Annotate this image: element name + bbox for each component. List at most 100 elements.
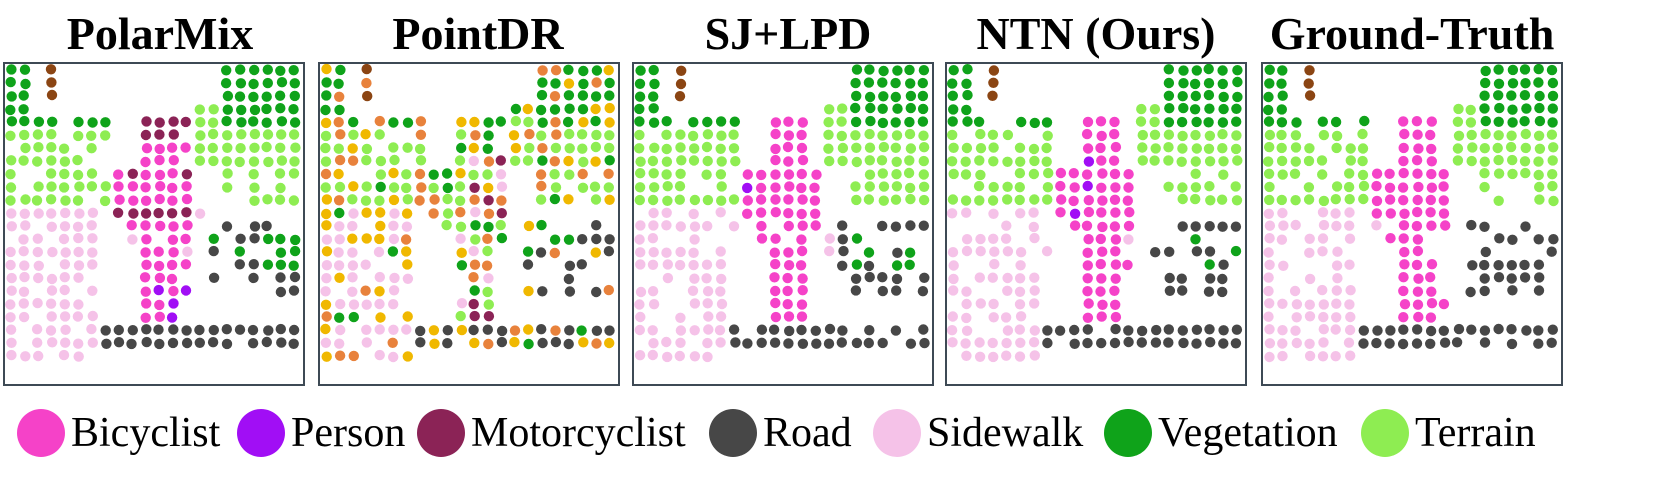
road-point: [1191, 338, 1202, 349]
fence-point: [550, 65, 562, 76]
terrain-point: [1479, 156, 1490, 167]
terrain-point: [1345, 143, 1356, 154]
road-point: [207, 337, 219, 348]
sidewalk-point: [1345, 350, 1356, 361]
bicyclist-point: [1399, 299, 1411, 310]
vegetation-point: [1176, 116, 1188, 128]
vegetation-point: [1519, 90, 1531, 101]
sidewalk-point: [127, 234, 138, 245]
vegetation-point: [892, 65, 903, 76]
vegetation-point: [537, 117, 548, 128]
terrain-point: [918, 194, 930, 206]
road-point: [890, 221, 902, 232]
other-point: [523, 285, 534, 297]
terrain-point: [689, 194, 701, 206]
terrain-point: [235, 143, 246, 154]
terrain-point: [1204, 130, 1216, 141]
sidewalk-point: [1317, 233, 1329, 244]
terrain-point: [564, 143, 575, 154]
person-swatch-icon: [237, 409, 285, 457]
road-point: [1411, 338, 1423, 349]
fence-point: [549, 247, 560, 259]
terrain-point: [1479, 143, 1490, 154]
fence-point: [496, 195, 507, 206]
terrain-point: [661, 129, 672, 140]
sidewalk-point: [947, 311, 958, 322]
motorcyclist-swatch-icon: [417, 409, 465, 457]
terrain-point: [890, 194, 902, 205]
sidewalk-point: [19, 271, 30, 283]
terrain-point: [648, 168, 659, 179]
vegetation-point: [1494, 102, 1505, 114]
terrain-point: [1303, 194, 1315, 205]
road-point: [1479, 273, 1490, 284]
bicyclist-point: [154, 143, 165, 155]
vegetation-point: [1189, 104, 1201, 115]
terrain-point: [701, 169, 712, 180]
terrain-point: [1290, 130, 1302, 141]
bicyclist-point: [141, 143, 153, 154]
road-point: [1177, 325, 1188, 336]
terrain-point: [45, 194, 57, 205]
vegetation-point: [275, 65, 286, 76]
fence-point: [468, 272, 479, 283]
road-point: [221, 221, 233, 232]
bicyclist-point: [1081, 169, 1093, 180]
vegetation-point: [248, 78, 259, 90]
sidewalk-point: [947, 325, 958, 336]
road-point: [918, 220, 929, 231]
other-point: [402, 311, 413, 322]
vegetation-point: [1317, 116, 1328, 127]
bicyclist-point: [796, 142, 808, 154]
terrain-point: [454, 155, 466, 166]
road-point: [1519, 259, 1530, 271]
vegetation-point: [262, 259, 274, 270]
terrain-point: [1149, 116, 1160, 128]
road-point: [1217, 273, 1228, 285]
road-point: [756, 337, 767, 348]
sidewalk-point: [58, 349, 70, 361]
other-point: [402, 351, 413, 362]
vegetation-point: [263, 233, 274, 245]
road-point: [1217, 286, 1228, 298]
road-point: [577, 234, 588, 245]
vegetation-point: [290, 234, 301, 246]
fence-point: [550, 325, 561, 336]
fence-point: [428, 208, 439, 219]
sidewalk-point: [321, 273, 332, 284]
sidewalk-point: [1277, 350, 1288, 362]
bicyclist-point: [1097, 195, 1108, 206]
terrain-point: [455, 221, 467, 232]
sidewalk-point: [1264, 259, 1275, 270]
road-point: [141, 336, 152, 348]
terrain-point: [249, 128, 261, 140]
pointcloud-polarmix: [5, 64, 301, 362]
bicyclist-point: [1425, 194, 1436, 206]
other-point: [321, 194, 333, 205]
terrain-point: [72, 154, 83, 166]
motorcyclist-point: [140, 129, 152, 141]
other-point: [469, 116, 480, 128]
motorcyclist-point: [128, 208, 139, 219]
vegetation-point: [483, 117, 494, 128]
vegetation-point: [1547, 117, 1558, 128]
terrain-point: [1276, 194, 1287, 206]
other-point: [508, 130, 520, 141]
sidewalk-point: [46, 311, 57, 322]
sidewalk-point: [1318, 337, 1329, 348]
other-point: [333, 168, 344, 180]
vegetation-point: [335, 64, 346, 76]
vegetation-point: [905, 102, 916, 114]
vegetation-point: [961, 104, 972, 116]
terrain-point: [1493, 195, 1504, 206]
bicyclist-point: [783, 220, 794, 232]
vegetation-point: [482, 143, 493, 154]
bicyclist-point: [1384, 194, 1396, 205]
vegetation-point: [261, 91, 272, 102]
vegetation-point: [948, 65, 959, 76]
bicyclist-point: [811, 169, 822, 180]
bicyclist-point: [127, 181, 139, 192]
road-point: [234, 324, 246, 335]
bicyclist-point: [795, 260, 807, 271]
sidewalk-point: [703, 311, 714, 322]
